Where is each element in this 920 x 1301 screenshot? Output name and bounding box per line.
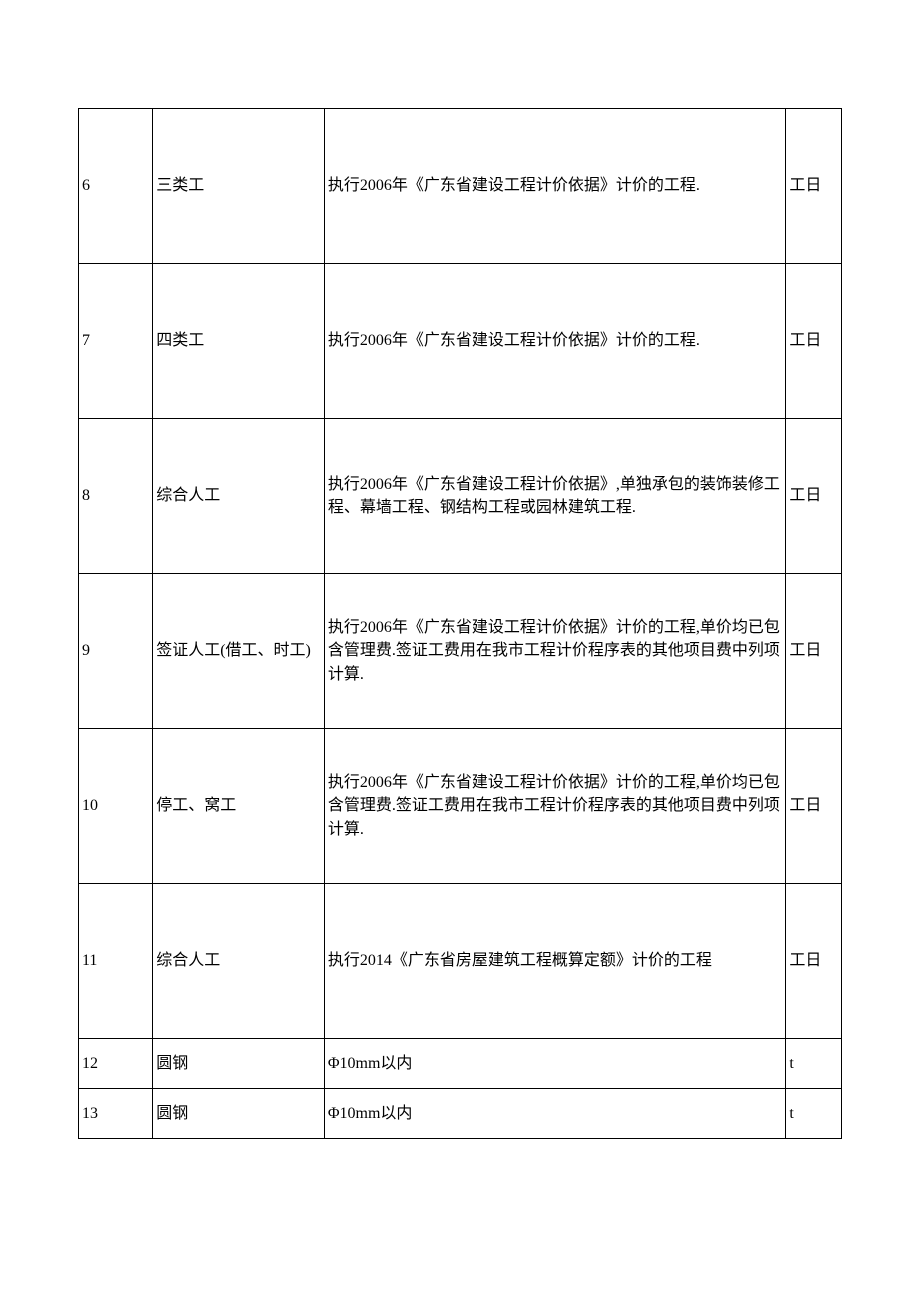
table-row: 11 综合人工 执行2014《广东省房屋建筑工程概算定额》计价的工程 工日: [79, 884, 842, 1039]
cell-unit: 工日: [786, 109, 842, 264]
cell-unit: 工日: [786, 729, 842, 884]
cell-number: 10: [79, 729, 153, 884]
cell-name: 综合人工: [153, 884, 325, 1039]
cell-description: 执行2006年《广东省建设工程计价依据》计价的工程.: [324, 264, 786, 419]
cell-description: Φ10mm以内: [324, 1089, 786, 1139]
cell-description: 执行2006年《广东省建设工程计价依据》计价的工程.: [324, 109, 786, 264]
cell-number: 11: [79, 884, 153, 1039]
cell-number: 13: [79, 1089, 153, 1139]
cell-number: 6: [79, 109, 153, 264]
cell-name: 圆钢: [153, 1089, 325, 1139]
cell-number: 12: [79, 1039, 153, 1089]
table-row: 9 签证人工(借工、时工) 执行2006年《广东省建设工程计价依据》计价的工程,…: [79, 574, 842, 729]
cell-unit: 工日: [786, 264, 842, 419]
table-row: 6 三类工 执行2006年《广东省建设工程计价依据》计价的工程. 工日: [79, 109, 842, 264]
table-row: 12 圆钢 Φ10mm以内 t: [79, 1039, 842, 1089]
cell-description: 执行2006年《广东省建设工程计价依据》计价的工程,单价均已包含管理费.签证工费…: [324, 729, 786, 884]
table-row: 8 综合人工 执行2006年《广东省建设工程计价依据》,单独承包的装饰装修工程、…: [79, 419, 842, 574]
data-table: 6 三类工 执行2006年《广东省建设工程计价依据》计价的工程. 工日 7 四类…: [78, 108, 842, 1139]
table-body: 6 三类工 执行2006年《广东省建设工程计价依据》计价的工程. 工日 7 四类…: [79, 109, 842, 1139]
cell-unit: 工日: [786, 419, 842, 574]
cell-description: 执行2006年《广东省建设工程计价依据》,单独承包的装饰装修工程、幕墙工程、钢结…: [324, 419, 786, 574]
cell-name: 签证人工(借工、时工): [153, 574, 325, 729]
cell-unit: t: [786, 1089, 842, 1139]
cell-name: 圆钢: [153, 1039, 325, 1089]
cell-description: Φ10mm以内: [324, 1039, 786, 1089]
cell-number: 9: [79, 574, 153, 729]
cell-unit: 工日: [786, 884, 842, 1039]
cell-number: 7: [79, 264, 153, 419]
table-row: 7 四类工 执行2006年《广东省建设工程计价依据》计价的工程. 工日: [79, 264, 842, 419]
cell-unit: 工日: [786, 574, 842, 729]
cell-name: 综合人工: [153, 419, 325, 574]
cell-description: 执行2006年《广东省建设工程计价依据》计价的工程,单价均已包含管理费.签证工费…: [324, 574, 786, 729]
cell-description: 执行2014《广东省房屋建筑工程概算定额》计价的工程: [324, 884, 786, 1039]
cell-name: 四类工: [153, 264, 325, 419]
cell-unit: t: [786, 1039, 842, 1089]
cell-number: 8: [79, 419, 153, 574]
cell-name: 三类工: [153, 109, 325, 264]
cell-name: 停工、窝工: [153, 729, 325, 884]
table-row: 10 停工、窝工 执行2006年《广东省建设工程计价依据》计价的工程,单价均已包…: [79, 729, 842, 884]
table-row: 13 圆钢 Φ10mm以内 t: [79, 1089, 842, 1139]
